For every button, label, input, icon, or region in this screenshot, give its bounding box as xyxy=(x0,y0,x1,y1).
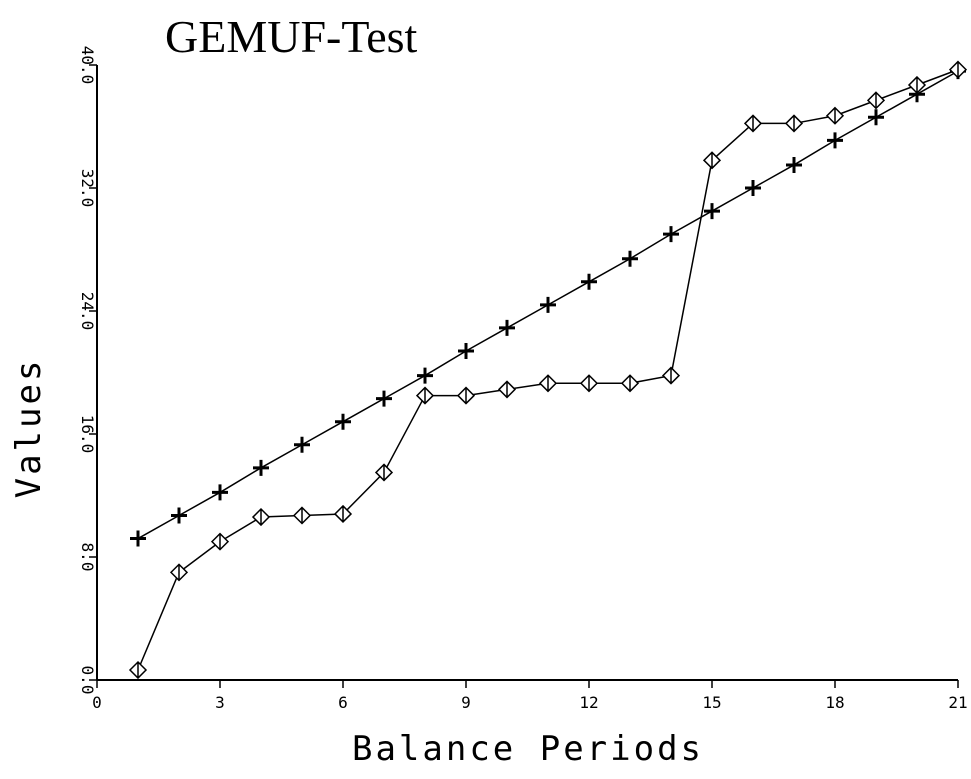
marker xyxy=(210,532,230,551)
marker xyxy=(866,91,886,110)
marker xyxy=(702,151,722,170)
marker xyxy=(333,504,353,524)
marker xyxy=(581,273,597,290)
series xyxy=(130,63,966,547)
marker xyxy=(253,459,269,476)
marker xyxy=(456,386,476,405)
x-tick-label: 6 xyxy=(338,693,348,712)
marker xyxy=(661,366,681,385)
y-tick-label: 32.0 xyxy=(78,169,97,208)
x-tick-label: 3 xyxy=(215,693,225,712)
marker xyxy=(499,319,515,336)
marker xyxy=(251,507,271,527)
y-axis-label: Values xyxy=(9,358,49,499)
marker xyxy=(825,106,845,125)
marker xyxy=(827,132,843,149)
x-tick-label: 18 xyxy=(825,693,844,712)
marker xyxy=(458,342,474,359)
chart-title: GEMUF-Test xyxy=(165,11,418,62)
marker xyxy=(212,484,228,501)
marker xyxy=(292,506,312,525)
marker xyxy=(497,380,517,399)
marker xyxy=(745,180,761,196)
y-tick-label: 0.0 xyxy=(78,666,97,695)
marker xyxy=(620,374,640,393)
marker xyxy=(417,367,433,384)
marker xyxy=(868,109,884,126)
marker xyxy=(663,226,679,243)
marker xyxy=(171,507,187,524)
y-tick-label: 16.0 xyxy=(78,415,97,454)
x-axis-label: Balance Periods xyxy=(352,729,704,769)
marker xyxy=(786,156,802,173)
marker xyxy=(579,374,599,393)
y-tick-label: 8.0 xyxy=(78,543,97,572)
marker xyxy=(784,114,804,133)
marker xyxy=(704,203,720,220)
marker xyxy=(128,660,148,680)
marker xyxy=(540,296,556,313)
marker xyxy=(169,563,189,582)
x-tick-label: 9 xyxy=(461,693,471,712)
marker xyxy=(376,390,392,407)
marker xyxy=(622,250,638,267)
marker xyxy=(415,386,435,405)
y-tick-label: 24.0 xyxy=(78,292,97,331)
marker xyxy=(335,413,351,430)
marker xyxy=(374,463,394,482)
marker xyxy=(948,60,968,79)
x-tick-label: 15 xyxy=(702,693,721,712)
marker xyxy=(743,114,763,133)
marker xyxy=(294,436,310,453)
marker xyxy=(130,530,146,547)
x-tick-label: 0 xyxy=(92,693,102,712)
line xyxy=(137,68,959,671)
y-tick-label: 40.0 xyxy=(78,46,97,85)
x-tick-label: 12 xyxy=(579,693,598,712)
marker xyxy=(538,374,558,393)
x-tick-label: 21 xyxy=(948,693,967,712)
series xyxy=(128,60,968,680)
marker xyxy=(907,75,927,95)
